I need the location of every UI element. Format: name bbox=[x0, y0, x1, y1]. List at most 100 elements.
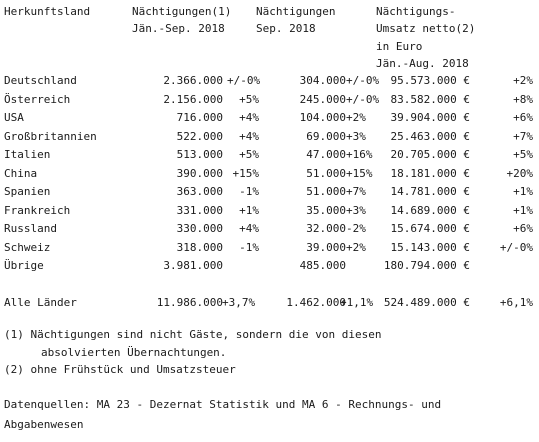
country-cell: Schweiz bbox=[4, 240, 51, 254]
data-sources: Datenquellen: MA 23 - Dezernat Statistik… bbox=[4, 395, 536, 435]
change-sep-cell: +2% bbox=[346, 240, 366, 254]
footnote-2: (2) ohne Frühstück und Umsatzsteuer bbox=[4, 363, 236, 376]
change-revenue-cell: +1% bbox=[513, 203, 533, 217]
revenue-cell: 95.573.000 € bbox=[390, 74, 470, 87]
revenue-cell: 180.794.000 € bbox=[383, 259, 470, 272]
change-sep-cell: +3% bbox=[346, 203, 366, 217]
footnote-1: (1) Nächtigungen sind nicht Gäste, sonde… bbox=[4, 328, 382, 341]
header-country: Herkunftsland bbox=[4, 3, 90, 20]
overnight-sep-cell: 485.000 bbox=[299, 259, 346, 272]
revenue-cell: 14.781.000 € bbox=[390, 185, 470, 198]
change-sep-cell: -2% bbox=[346, 222, 366, 235]
overnight-sep-cell: 39.000 bbox=[306, 240, 346, 254]
revenue-cell: 39.904.000 € bbox=[390, 111, 470, 124]
change-jan-sep-cell: +3,7% bbox=[222, 295, 256, 309]
change-revenue-cell: +6% bbox=[513, 222, 533, 235]
change-jan-sep-cell: -1% bbox=[239, 240, 259, 254]
change-sep-cell: +15% bbox=[346, 166, 373, 180]
overnight-sep-cell: 35.000 bbox=[306, 203, 346, 217]
footnotes: (1) Nächtigungen sind nicht Gäste, sonde… bbox=[4, 326, 536, 379]
header-overnight-jan-sep: Nächtigungen(1) Jän.-Sep. 2018 bbox=[132, 3, 231, 38]
change-sep-cell: +3% bbox=[346, 129, 366, 143]
change-jan-sep-cell: +/-0% bbox=[227, 74, 261, 87]
country-cell: Alle Länder bbox=[4, 295, 77, 309]
change-revenue-cell: +20% bbox=[506, 166, 534, 180]
change-jan-sep-cell: -1% bbox=[239, 185, 259, 198]
revenue-cell: 20.705.000 € bbox=[390, 148, 470, 161]
table-row: Russland 330.000 +4% 32.000 -2% 15.674.000 € +… bbox=[4, 220, 536, 239]
country-cell: USA bbox=[4, 111, 24, 124]
overnight-sep-cell: 1.462.000 bbox=[286, 295, 346, 309]
overnight-sep-cell: 104.000 bbox=[299, 111, 346, 124]
header-country-label: Herkunftsland bbox=[4, 5, 91, 18]
change-jan-sep-cell: +4% bbox=[239, 111, 259, 124]
change-revenue-cell: +8% bbox=[513, 92, 533, 106]
country-cell: Italien bbox=[4, 148, 51, 161]
header-line: Jän.-Aug. 2018 bbox=[376, 56, 469, 70]
change-jan-sep-cell: +5% bbox=[239, 92, 259, 106]
country-cell: Österreich bbox=[4, 92, 71, 106]
header-line: Umsatz netto(2) bbox=[376, 22, 476, 36]
change-jan-sep-cell: +4% bbox=[239, 222, 259, 235]
change-jan-sep-cell: +4% bbox=[239, 129, 259, 143]
header-line: in Euro bbox=[376, 39, 423, 53]
change-jan-sep-cell: +5% bbox=[239, 148, 259, 161]
data-sources-line-1: Datenquellen: MA 23 - Dezernat Statistik… bbox=[4, 397, 442, 411]
change-sep-cell: +/-0% bbox=[346, 74, 380, 87]
revenue-cell: 524.489.000 € bbox=[383, 295, 470, 309]
footnote-1-continued: absolvierten Übernachtungen. bbox=[41, 345, 227, 359]
revenue-cell: 15.143.000 € bbox=[390, 240, 470, 254]
overnight-jan-sep-cell: 522.000 bbox=[176, 129, 223, 143]
country-cell: China bbox=[4, 166, 38, 180]
header-revenue: Nächtigungs- Umsatz netto(2) in Euro Jän… bbox=[376, 3, 475, 72]
overnight-jan-sep-cell: 330.000 bbox=[176, 222, 223, 235]
revenue-cell: 83.582.000 € bbox=[390, 92, 470, 106]
revenue-cell: 14.689.000 € bbox=[390, 203, 470, 217]
revenue-cell: 18.181.000 € bbox=[390, 166, 470, 180]
change-revenue-cell: +/-0% bbox=[499, 240, 533, 254]
table-row-total: Alle Länder 11.986.000 +3,7% 1.462.000 +… bbox=[4, 294, 536, 313]
header-overnight-sep: Nächtigungen Sep. 2018 bbox=[256, 3, 335, 38]
overnight-jan-sep-cell: 363.000 bbox=[176, 185, 223, 198]
country-cell: Übrige bbox=[4, 259, 44, 272]
country-cell: Deutschland bbox=[4, 74, 77, 87]
table-header: Herkunftsland Nächtigungen(1) Jän.-Sep. … bbox=[4, 3, 536, 72]
table-row: USA 716.000 +4% 104.000 +2% 39.904.000 € +6% bbox=[4, 109, 536, 128]
overnight-sep-cell: 32.000 bbox=[306, 222, 346, 235]
overnight-jan-sep-cell: 331.000 bbox=[176, 203, 223, 217]
table-row: Deutschland 2.366.000 +/-0% 304.000 +/-0% 95.… bbox=[4, 72, 536, 91]
overnight-jan-sep-cell: 318.000 bbox=[176, 240, 223, 254]
header-line: Jän.-Sep. 2018 bbox=[132, 22, 225, 36]
overnight-jan-sep-cell: 11.986.000 bbox=[156, 295, 223, 309]
change-sep-cell: +2% bbox=[346, 111, 366, 124]
country-cell: Frankreich bbox=[4, 203, 71, 217]
revenue-cell: 15.674.000 € bbox=[390, 222, 470, 235]
country-cell: Spanien bbox=[4, 185, 51, 198]
change-revenue-cell: +1% bbox=[513, 185, 533, 198]
overnight-jan-sep-cell: 2.366.000 bbox=[163, 74, 223, 87]
change-revenue-cell: +6,1% bbox=[499, 295, 533, 309]
table-row: Spanien 363.000 -1% 51.000 +7% 14.781.000 € +1… bbox=[4, 183, 536, 202]
header-line: Sep. 2018 bbox=[256, 22, 316, 36]
table-row: Frankreich 331.000 +1% 35.000 +3% 14.689.000 … bbox=[4, 202, 536, 221]
table-body: Deutschland 2.366.000 +/-0% 304.000 +/-0% 95.… bbox=[4, 72, 536, 276]
change-revenue-cell: +6% bbox=[513, 111, 533, 124]
table-row: Schweiz 318.000 -1% 39.000 +2% 15.143.000 € +/… bbox=[4, 239, 536, 258]
change-sep-cell: +/-0% bbox=[346, 92, 380, 106]
table-row: Österreich 2.156.000 +5% 245.000 +/-0% 83.582… bbox=[4, 91, 536, 110]
change-revenue-cell: +5% bbox=[513, 148, 533, 161]
statistics-document: Herkunftsland Nächtigungen(1) Jän.-Sep. … bbox=[4, 3, 536, 435]
overnight-sep-cell: 245.000 bbox=[299, 92, 346, 106]
table-row: Übrige 3.981.000 485.000 180.794.000 € bbox=[4, 257, 536, 276]
table-row: Italien 513.000 +5% 47.000 +16% 20.705.000 € +… bbox=[4, 146, 536, 165]
change-jan-sep-cell: +15% bbox=[232, 166, 260, 180]
change-sep-cell: +7% bbox=[346, 185, 366, 198]
overnight-jan-sep-cell: 716.000 bbox=[176, 111, 223, 124]
change-sep-cell: +1,1% bbox=[340, 295, 374, 309]
overnight-jan-sep-cell: 390.000 bbox=[176, 166, 223, 180]
overnight-sep-cell: 47.000 bbox=[306, 148, 346, 161]
header-line: Nächtigungen(1) bbox=[132, 5, 232, 18]
revenue-cell: 25.463.000 € bbox=[390, 129, 470, 143]
header-line: Nächtigungen bbox=[256, 5, 336, 18]
header-line: Nächtigungs- bbox=[376, 5, 456, 18]
